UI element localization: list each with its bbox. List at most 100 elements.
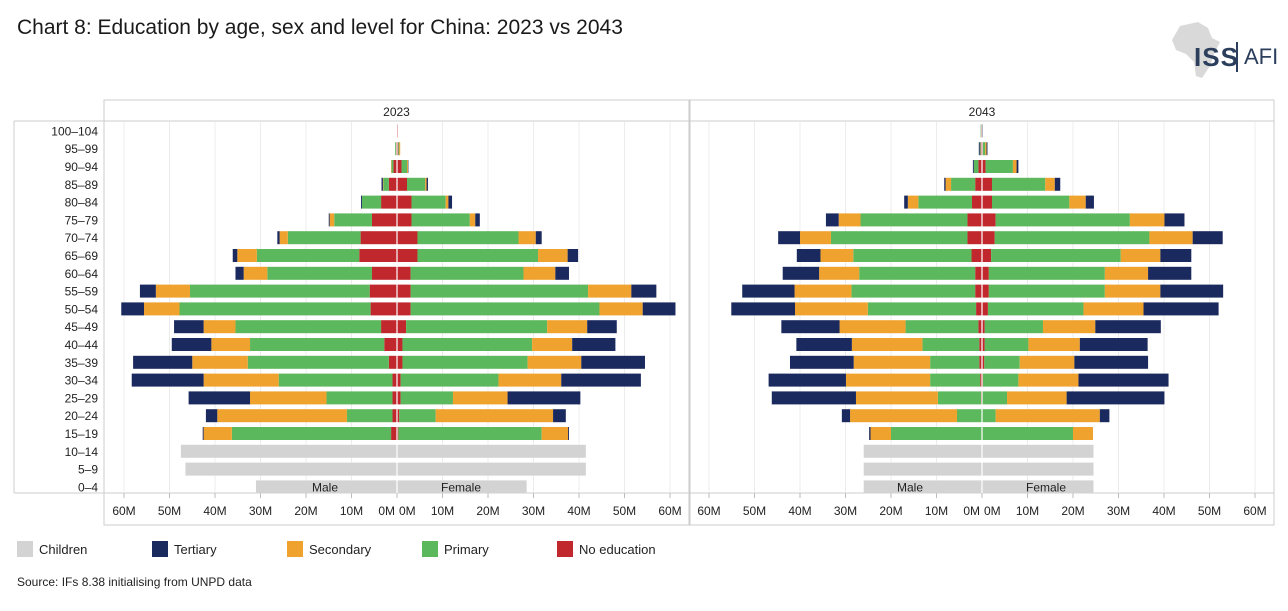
bar-male-tertiary (742, 284, 795, 298)
bar-male-tertiary (796, 249, 821, 262)
bar-male-primary (860, 213, 968, 227)
bar-male-secondary (144, 302, 180, 316)
bar-male-tertiary (205, 409, 218, 423)
legend-swatch-secondary (287, 541, 303, 557)
bar-female-tertiary (1074, 355, 1149, 369)
x-tick-label: 60M (112, 504, 135, 518)
bar-male-primary (859, 266, 976, 280)
iss-afi-logo: ISS AFI (1168, 20, 1280, 84)
bar-male-no-education (369, 284, 397, 298)
bar-female-primary (982, 391, 1008, 405)
bar-male-secondary (851, 338, 923, 351)
x-tick-label: 50M (613, 504, 636, 518)
bar-female-primary (410, 266, 524, 280)
bar-female-tertiary (1066, 391, 1165, 405)
bar-female-primary (399, 409, 436, 423)
x-tick-label: 30M (522, 504, 545, 518)
bar-male-no-education (975, 177, 982, 191)
bar-female-primary (988, 266, 1105, 280)
bar-female-secondary (1120, 249, 1161, 262)
bar-female-tertiary (1192, 231, 1223, 245)
x-tick-label: 30M (834, 504, 857, 518)
logo-separator (1236, 42, 1238, 72)
africa-map-icon (1172, 22, 1220, 78)
bar-male-tertiary (202, 427, 204, 440)
bar-male-secondary (820, 249, 854, 262)
bar-male-tertiary (277, 231, 280, 245)
bar-female-no-education (397, 249, 418, 262)
bar-male-primary (278, 373, 393, 387)
bar-female-tertiary (581, 355, 645, 369)
bar-male-secondary (853, 355, 931, 369)
bar-female-no-education (982, 177, 993, 191)
bar-female-primary (398, 427, 542, 440)
bar-female-secondary (1007, 391, 1067, 405)
bar-male-no-education (978, 160, 982, 173)
sex-label-female: Female (441, 480, 481, 494)
age-label: 95–99 (65, 142, 99, 156)
bar-male-secondary (203, 320, 236, 334)
bar-female-no-education (397, 409, 400, 423)
bar-female-primary (982, 373, 1019, 387)
bar-female-secondary (1129, 213, 1165, 227)
bar-male-primary (891, 427, 982, 440)
bar-male-tertiary (781, 320, 840, 334)
sex-label-male: Male (897, 480, 923, 494)
bar-female-secondary (1019, 355, 1075, 369)
bar-male-no-education (360, 231, 397, 245)
bar-female-tertiary (1143, 302, 1219, 316)
bar-female-primary (991, 249, 1121, 262)
x-tick-label: 10M (431, 504, 454, 518)
bar-female-tertiary (1095, 320, 1161, 334)
bar-female-primary (995, 213, 1130, 227)
bar-male-tertiary (796, 338, 852, 351)
bar-female-primary (982, 427, 1073, 440)
bar-male-no-education (980, 142, 982, 156)
x-tick-label: 40M (1152, 504, 1175, 518)
bar-male-secondary (203, 427, 232, 440)
bar-female-secondary (1069, 195, 1086, 209)
bar-male-primary (395, 142, 397, 156)
bar-female-secondary (498, 373, 562, 387)
x-tick-label: 30M (1107, 504, 1130, 518)
bar-female-secondary (588, 284, 632, 298)
bar-female-secondary (399, 142, 401, 156)
bar-male-primary (346, 409, 393, 423)
bar-male-primary (189, 284, 370, 298)
bar-female-secondary (1028, 338, 1080, 351)
bar-female-secondary (1073, 427, 1094, 440)
bar-male-no-education (370, 302, 397, 316)
bar-female-tertiary (642, 302, 676, 316)
bar-male-primary (973, 160, 979, 173)
bar-female-no-education (397, 427, 399, 440)
age-label: 15–19 (65, 427, 99, 441)
bar-female-secondary (541, 427, 569, 440)
bar-female-primary (987, 302, 1084, 316)
bar-female-secondary (527, 355, 582, 369)
bar-male-primary (979, 142, 981, 156)
bar-male-no-education (381, 320, 397, 334)
bar-female-primary (417, 231, 519, 245)
bar-female-no-education (397, 391, 401, 405)
bar-female-tertiary (1148, 266, 1192, 280)
bar-female-tertiary (631, 284, 657, 298)
bar-male-tertiary (131, 373, 204, 387)
bar-female-secondary (1104, 266, 1149, 280)
bar-female-primary (982, 409, 996, 423)
bar-female-no-education (397, 302, 411, 316)
age-label: 40–44 (65, 338, 99, 352)
bar-male-primary (830, 231, 968, 245)
bar-female-primary (992, 177, 1046, 191)
bar-female-tertiary (587, 320, 617, 334)
bar-male-secondary (850, 409, 957, 423)
bar-female-secondary (985, 142, 987, 156)
bar-male-no-education (976, 302, 982, 316)
bar-female-primary (406, 320, 548, 334)
legend-label-primary: Primary (444, 542, 489, 557)
x-tick-label: 10M (1016, 504, 1039, 518)
bar-male-tertiary (381, 177, 383, 191)
bar-female-no-education (397, 266, 411, 280)
bar-male-no-education (384, 338, 397, 351)
bar-male-tertiary (972, 160, 974, 173)
bar-female-tertiary (448, 195, 453, 209)
